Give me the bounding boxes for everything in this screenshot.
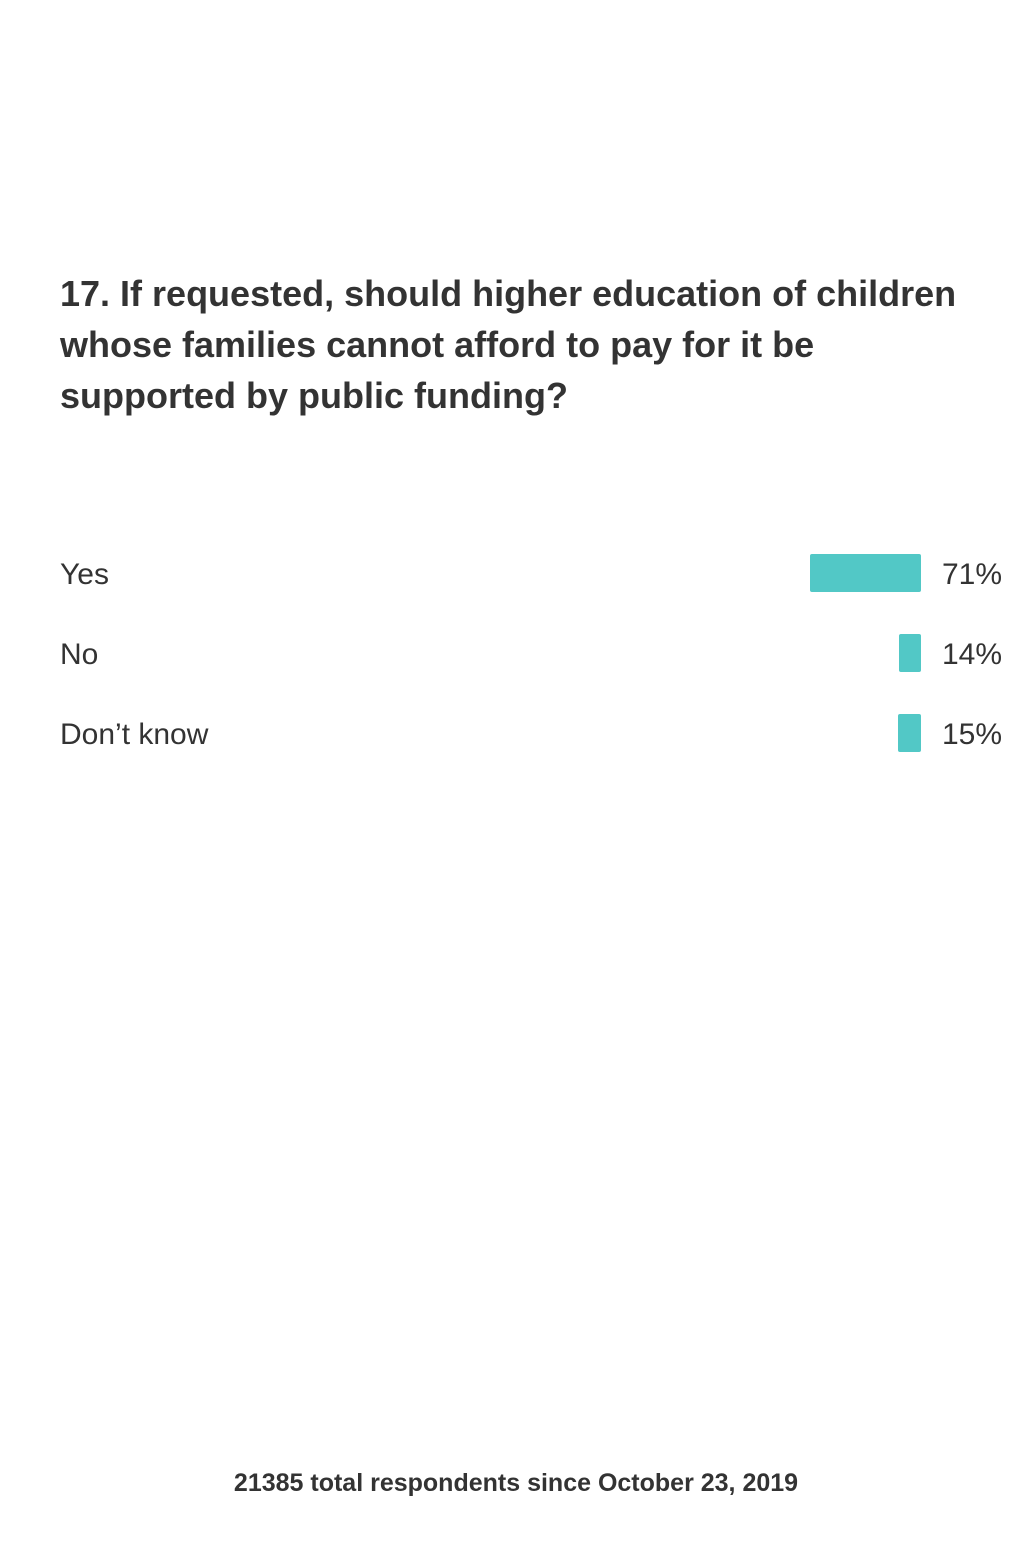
result-bar	[810, 554, 921, 592]
results-chart: Yes 71% No 14% Don’t know 15%	[60, 535, 1002, 775]
result-bar	[898, 714, 921, 752]
percent-label: 15%	[941, 718, 1002, 751]
respondents-footer: 21385 total respondents since October 23…	[233, 1469, 799, 1497]
result-bar	[899, 634, 921, 672]
result-row: Don’t know 15%	[60, 695, 1002, 775]
percent-label: 14%	[941, 638, 1002, 671]
answer-label: Don’t know	[60, 718, 209, 751]
result-row: Yes 71%	[60, 535, 1002, 615]
result-row: No 14%	[60, 615, 1002, 695]
question-title: 17. If requested, should higher educatio…	[60, 273, 957, 416]
percent-label: 71%	[941, 558, 1002, 591]
answer-label: No	[60, 638, 99, 671]
answer-label: Yes	[60, 558, 109, 591]
